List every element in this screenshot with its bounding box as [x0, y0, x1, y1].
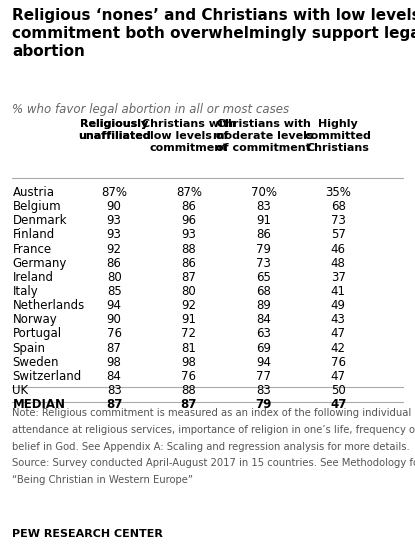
Text: Religiously
unaffiliated: Religiously unaffiliated [78, 119, 151, 141]
Text: 91: 91 [256, 214, 271, 227]
Text: Switzerland: Switzerland [12, 370, 82, 383]
Text: UK: UK [12, 384, 29, 397]
Text: 90: 90 [107, 313, 122, 326]
Text: “Being Christian in Western Europe”: “Being Christian in Western Europe” [12, 475, 193, 485]
Text: Netherlands: Netherlands [12, 299, 85, 312]
Text: 94: 94 [107, 299, 122, 312]
Text: 81: 81 [181, 341, 196, 355]
Text: 77: 77 [256, 370, 271, 383]
Text: 37: 37 [331, 271, 346, 284]
Text: 46: 46 [331, 243, 346, 255]
Text: 47: 47 [331, 370, 346, 383]
Text: 83: 83 [256, 384, 271, 397]
Text: Sweden: Sweden [12, 356, 59, 369]
Text: Religious ‘nones’ and Christians with low levels of
commitment both overwhelming: Religious ‘nones’ and Christians with lo… [12, 8, 415, 59]
Text: 87%: 87% [101, 186, 127, 199]
Text: PEW RESEARCH CENTER: PEW RESEARCH CENTER [12, 529, 164, 539]
Text: Source: Survey conducted April-August 2017 in 15 countries. See Methodology for : Source: Survey conducted April-August 20… [12, 458, 415, 468]
Text: 94: 94 [256, 356, 271, 369]
Text: 88: 88 [181, 384, 196, 397]
Text: 92: 92 [107, 243, 122, 255]
Text: 70%: 70% [251, 186, 276, 199]
Text: 87: 87 [181, 271, 196, 284]
Text: 86: 86 [181, 200, 196, 213]
Text: 88: 88 [181, 243, 196, 255]
Text: Finland: Finland [12, 229, 55, 241]
Text: 90: 90 [107, 200, 122, 213]
Text: 86: 86 [107, 256, 122, 270]
Text: 92: 92 [181, 299, 196, 312]
Text: 68: 68 [256, 285, 271, 298]
Text: 89: 89 [256, 299, 271, 312]
Text: Denmark: Denmark [12, 214, 67, 227]
Text: Germany: Germany [12, 256, 67, 270]
Text: MEDIAN: MEDIAN [12, 398, 66, 411]
Text: France: France [12, 243, 51, 255]
Text: 69: 69 [256, 341, 271, 355]
Text: 86: 86 [256, 229, 271, 241]
Text: 76: 76 [107, 327, 122, 340]
Text: 35%: 35% [325, 186, 351, 199]
Text: 80: 80 [181, 285, 196, 298]
Text: 48: 48 [331, 256, 346, 270]
Text: 93: 93 [181, 229, 196, 241]
Text: Christians with
low levels of
commitment: Christians with low levels of commitment [142, 119, 236, 153]
Text: 73: 73 [331, 214, 346, 227]
Text: 84: 84 [256, 313, 271, 326]
Text: 42: 42 [331, 341, 346, 355]
Text: 76: 76 [331, 356, 346, 369]
Text: % who favor legal abortion in all or most cases: % who favor legal abortion in all or mos… [12, 103, 290, 115]
Text: Spain: Spain [12, 341, 46, 355]
Text: attendance at religious services, importance of religion in one’s life, frequenc: attendance at religious services, import… [12, 425, 415, 435]
Text: 80: 80 [107, 271, 122, 284]
Text: Ireland: Ireland [12, 271, 54, 284]
Text: Note: Religious commitment is measured as an index of the following individual p: Note: Religious commitment is measured a… [12, 408, 415, 418]
Text: 87%: 87% [176, 186, 202, 199]
Text: 63: 63 [256, 327, 271, 340]
Text: 83: 83 [107, 384, 122, 397]
Text: 79: 79 [256, 243, 271, 255]
Text: 72: 72 [181, 327, 196, 340]
Text: 87: 87 [107, 341, 122, 355]
Text: 87: 87 [181, 398, 197, 411]
Text: Norway: Norway [12, 313, 57, 326]
Text: 47: 47 [330, 398, 347, 411]
Text: 68: 68 [331, 200, 346, 213]
Text: 96: 96 [181, 214, 196, 227]
Text: Austria: Austria [12, 186, 54, 199]
Text: 91: 91 [181, 313, 196, 326]
Text: Belgium: Belgium [12, 200, 61, 213]
Text: 73: 73 [256, 256, 271, 270]
Text: 98: 98 [107, 356, 122, 369]
Text: Christians with
moderate levels
of commitment: Christians with moderate levels of commi… [213, 119, 314, 153]
Text: Highly
committed
Christians: Highly committed Christians [305, 119, 372, 153]
Text: Religiously
unaffiliated: Religiously unaffiliated [78, 119, 151, 141]
Text: 84: 84 [107, 370, 122, 383]
Text: 76: 76 [181, 370, 196, 383]
Text: 47: 47 [331, 327, 346, 340]
Text: 49: 49 [331, 299, 346, 312]
Text: 85: 85 [107, 285, 122, 298]
Text: 57: 57 [331, 229, 346, 241]
Text: 93: 93 [107, 214, 122, 227]
Text: 41: 41 [331, 285, 346, 298]
Text: belief in God. See Appendix A: Scaling and regression analysis for more details.: belief in God. See Appendix A: Scaling a… [12, 442, 410, 452]
Text: 65: 65 [256, 271, 271, 284]
Text: Italy: Italy [12, 285, 38, 298]
Text: 87: 87 [106, 398, 122, 411]
Text: Portugal: Portugal [12, 327, 61, 340]
Text: 83: 83 [256, 200, 271, 213]
Text: 93: 93 [107, 229, 122, 241]
Text: 98: 98 [181, 356, 196, 369]
Text: 50: 50 [331, 384, 346, 397]
Text: 43: 43 [331, 313, 346, 326]
Text: 86: 86 [181, 256, 196, 270]
Text: 79: 79 [255, 398, 272, 411]
